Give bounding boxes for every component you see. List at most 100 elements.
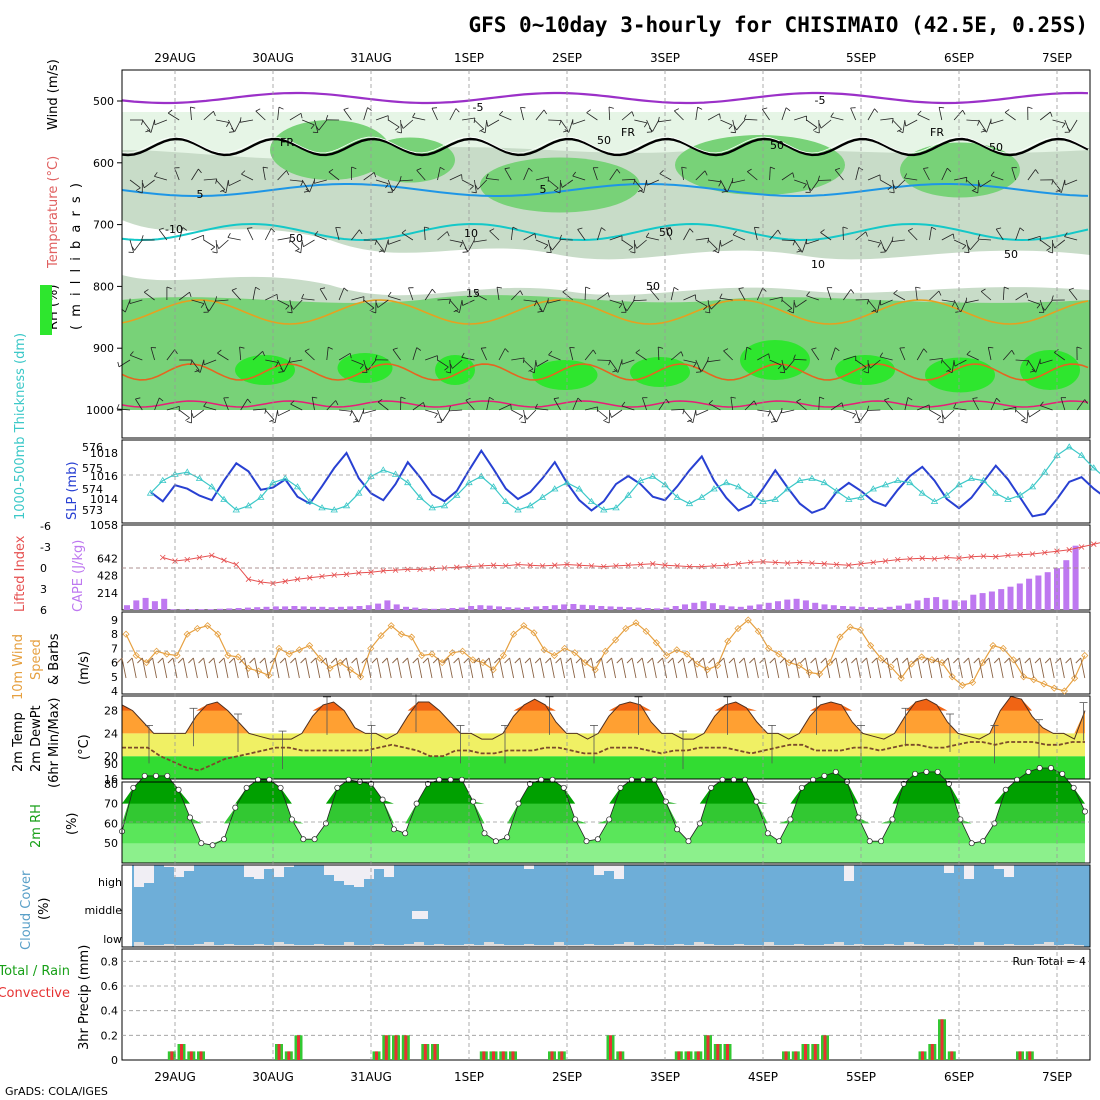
wind-speed-marker [867, 641, 875, 650]
wind-barb-flag [215, 296, 217, 302]
wind-barb [754, 227, 758, 241]
wind-barb-flag [1036, 304, 1041, 309]
wind-barb [1027, 169, 1036, 181]
cape-bar [477, 605, 484, 610]
wind-barb [1039, 299, 1045, 313]
rh-marker [560, 784, 567, 791]
thickness-marker [783, 485, 792, 492]
wind-barb [794, 115, 807, 121]
wind-barb-flag [787, 308, 793, 312]
wind10-barb [968, 657, 974, 679]
wind-barb [154, 397, 160, 411]
wind-barb [757, 353, 769, 361]
cape-bar [133, 600, 140, 610]
cloud-high-gap [174, 865, 184, 877]
cloud-low-bar [294, 945, 304, 947]
cloud-low-bar [804, 945, 814, 947]
wind-barb [793, 358, 807, 361]
wind-barb [191, 359, 200, 371]
li-marker [907, 556, 913, 562]
wind10-barb [254, 657, 260, 679]
wind-barb [727, 179, 734, 193]
temp-yellow-band [122, 733, 1085, 757]
wind-barb-flag [731, 177, 734, 183]
precip-bar-convective [609, 1035, 612, 1060]
thickness-marker [1004, 495, 1012, 502]
wind-barb [710, 299, 721, 310]
thickness-marker [477, 472, 485, 479]
wind-barb [477, 179, 487, 190]
cloud-low-bar [514, 945, 524, 947]
wind10-barb [437, 657, 443, 679]
cloud-low-bar [584, 944, 594, 947]
rh-marker [685, 838, 692, 845]
cloud-high-gap [364, 865, 374, 879]
thickness-marker [453, 491, 461, 498]
rh-marker [390, 826, 397, 833]
temp-label-b-g: 2m DewPt [29, 705, 44, 772]
wind-barb-flag [609, 412, 612, 418]
wind-barb-flag [194, 370, 200, 373]
wind-barbs [116, 106, 1088, 424]
wind-barb [437, 298, 451, 301]
wind-barb [801, 239, 807, 253]
wind-barb-flag [971, 188, 977, 192]
wind-barb [855, 359, 867, 368]
wind-barb [941, 168, 948, 181]
cloud-high-gap [164, 865, 174, 867]
wind-barb-flag [896, 129, 902, 132]
rh-marker [322, 820, 329, 827]
wind-barb [708, 403, 721, 411]
cloud-low-bar [634, 945, 644, 947]
cloud-low-bar [964, 945, 974, 947]
freezing-level [121, 137, 1089, 157]
wind-barb [1015, 227, 1021, 241]
cape-bar [282, 606, 289, 610]
wind-barb [511, 357, 525, 361]
cape-bar [784, 599, 791, 610]
wind-barb [547, 299, 561, 304]
wind10-barb [998, 657, 1004, 679]
thickness-marker [220, 495, 228, 502]
wind10-barb-flag [208, 657, 215, 664]
wind-barb [547, 179, 559, 189]
dewpoint-line [122, 741, 1085, 772]
wind-barb [462, 299, 475, 306]
wind-barb [953, 239, 967, 246]
wind-barb-flag [904, 121, 907, 127]
wind10-barb-flag [973, 657, 980, 664]
precip-bar-convective [930, 1044, 934, 1060]
rh-marker [187, 814, 193, 821]
wind-barb-flag [645, 232, 650, 238]
rh-marker [277, 784, 284, 791]
cloud-low-bar [544, 945, 554, 947]
wind-barb-flag [707, 356, 709, 362]
wind-barb-flag [939, 106, 945, 109]
cape-bar [607, 606, 614, 610]
wind-barb [1004, 112, 1016, 121]
wind-speed-marker [622, 624, 630, 633]
wind-barb [203, 406, 217, 411]
li-marker [196, 554, 203, 561]
wind-barb [218, 239, 229, 249]
wind-barb-flag [314, 231, 319, 236]
li-marker [674, 563, 681, 569]
cloud-low-bar [274, 942, 284, 947]
wind-barb [721, 239, 733, 247]
wind10-barb-flag [392, 657, 398, 664]
wind-barb-flag [534, 403, 538, 409]
wind-barb [917, 404, 930, 411]
cloud-low-bar [1014, 945, 1024, 947]
precip-tick: 0.6 [101, 980, 119, 993]
wind-barb [526, 409, 537, 420]
thickness-marker [685, 499, 694, 507]
wind-barb [633, 179, 644, 191]
wind-barb [723, 350, 733, 361]
wind-barb [239, 346, 242, 361]
wind10-barb-flag [993, 657, 1000, 664]
cloud-low-bar [314, 944, 324, 947]
cape-bar [719, 605, 726, 610]
thickness-marker [832, 487, 841, 494]
wind-barb [568, 119, 574, 133]
